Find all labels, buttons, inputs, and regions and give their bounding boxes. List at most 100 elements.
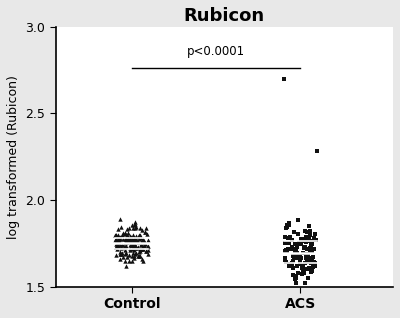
Point	[297, 260, 304, 265]
Point	[311, 259, 318, 265]
Point	[312, 264, 318, 269]
Point	[122, 231, 128, 236]
Point	[297, 258, 303, 263]
Point	[292, 254, 299, 259]
Point	[122, 240, 129, 245]
Point	[112, 232, 118, 237]
Point	[115, 232, 121, 237]
Point	[140, 244, 147, 249]
Point	[134, 253, 141, 259]
Point	[144, 244, 150, 249]
Point	[131, 235, 137, 240]
Point	[144, 237, 151, 242]
Point	[127, 243, 134, 248]
Point	[114, 243, 120, 248]
Point	[137, 225, 143, 231]
Point	[292, 277, 298, 282]
Point	[302, 256, 309, 261]
Point	[300, 245, 307, 250]
Point	[124, 230, 131, 235]
Point	[283, 226, 290, 231]
Point	[130, 233, 136, 238]
Point	[131, 238, 137, 243]
Point	[131, 241, 137, 246]
Point	[298, 256, 304, 261]
Point	[135, 244, 141, 249]
Point	[137, 247, 144, 252]
Point	[130, 245, 137, 250]
Point	[126, 259, 132, 264]
Point	[306, 239, 313, 244]
Point	[282, 256, 288, 261]
Y-axis label: log transformed (Rubicon): log transformed (Rubicon)	[7, 75, 20, 238]
Point	[116, 242, 123, 247]
Point	[113, 252, 120, 258]
Point	[124, 254, 130, 259]
Point	[288, 238, 295, 243]
Point	[129, 246, 135, 252]
Point	[309, 250, 315, 255]
Point	[144, 252, 151, 257]
Point	[289, 261, 296, 266]
Point	[282, 235, 288, 240]
Point	[140, 237, 146, 242]
Title: Rubicon: Rubicon	[184, 7, 265, 25]
Point	[289, 246, 295, 251]
Point	[124, 238, 130, 243]
Point	[126, 252, 132, 258]
Point	[124, 235, 131, 240]
Point	[306, 236, 312, 241]
Point	[114, 235, 121, 240]
Point	[113, 236, 119, 241]
Point	[136, 232, 142, 238]
Point	[301, 260, 308, 266]
Point	[138, 247, 145, 252]
Point	[291, 250, 298, 255]
Point	[113, 242, 120, 247]
Text: p<0.0001: p<0.0001	[187, 45, 245, 58]
Point	[129, 242, 136, 247]
Point	[145, 248, 151, 253]
Point	[137, 253, 143, 258]
Point	[130, 250, 136, 255]
Point	[310, 254, 317, 259]
Point	[290, 266, 296, 271]
Point	[135, 235, 142, 240]
Point	[302, 280, 308, 286]
Point	[308, 266, 315, 271]
Point	[142, 230, 148, 235]
Point	[130, 255, 137, 260]
Point	[139, 256, 146, 261]
Point	[139, 246, 146, 252]
Point	[286, 264, 292, 269]
Point	[120, 255, 126, 260]
Point	[282, 259, 289, 264]
Point	[295, 218, 301, 223]
Point	[305, 276, 311, 281]
Point	[282, 258, 288, 263]
Point	[289, 273, 296, 278]
Point	[285, 247, 291, 252]
Point	[114, 240, 121, 245]
Point	[132, 226, 138, 231]
Point	[128, 254, 135, 259]
Point	[133, 239, 140, 244]
Point	[123, 263, 130, 268]
Point	[292, 241, 298, 246]
Point	[290, 230, 297, 235]
Point	[296, 252, 303, 258]
Point	[302, 228, 308, 233]
Point	[132, 235, 138, 240]
Point	[302, 239, 308, 244]
Point	[138, 241, 144, 246]
Point	[123, 237, 130, 242]
Point	[304, 237, 310, 242]
Point	[286, 222, 292, 227]
Point	[134, 245, 140, 251]
Point	[296, 240, 302, 245]
Point	[310, 264, 316, 269]
Point	[140, 259, 146, 264]
Point	[113, 232, 120, 237]
Point	[133, 238, 139, 243]
Point	[294, 243, 300, 248]
